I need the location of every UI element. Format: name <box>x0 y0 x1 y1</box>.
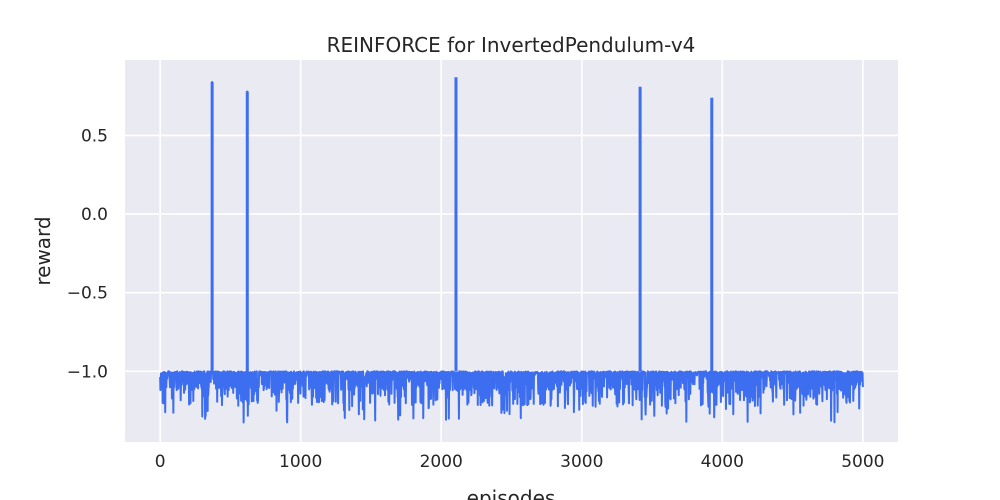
x-tick-label: 4000 <box>701 452 744 472</box>
chart-title: REINFORCE for InvertedPendulum-v4 <box>327 33 696 57</box>
tick-labels: 0 1000 2000 3000 4000 5000 −1.0 −0.5 0.0 0.5 <box>67 126 885 472</box>
x-tick-label: 1000 <box>279 452 322 472</box>
series-layer <box>159 77 864 424</box>
reward-series-line <box>159 81 864 424</box>
x-tick-label: 3000 <box>560 452 603 472</box>
y-tick-label: −1.0 <box>67 362 108 382</box>
y-tick-label: 0.0 <box>81 205 108 225</box>
x-axis-label: episodes <box>467 486 556 500</box>
y-tick-label: −0.5 <box>67 284 108 304</box>
x-tick-label: 0 <box>155 452 166 472</box>
x-tick-label: 5000 <box>841 452 884 472</box>
y-tick-label: 0.5 <box>81 126 108 146</box>
y-axis-label: reward <box>31 216 55 285</box>
x-tick-label: 2000 <box>420 452 463 472</box>
